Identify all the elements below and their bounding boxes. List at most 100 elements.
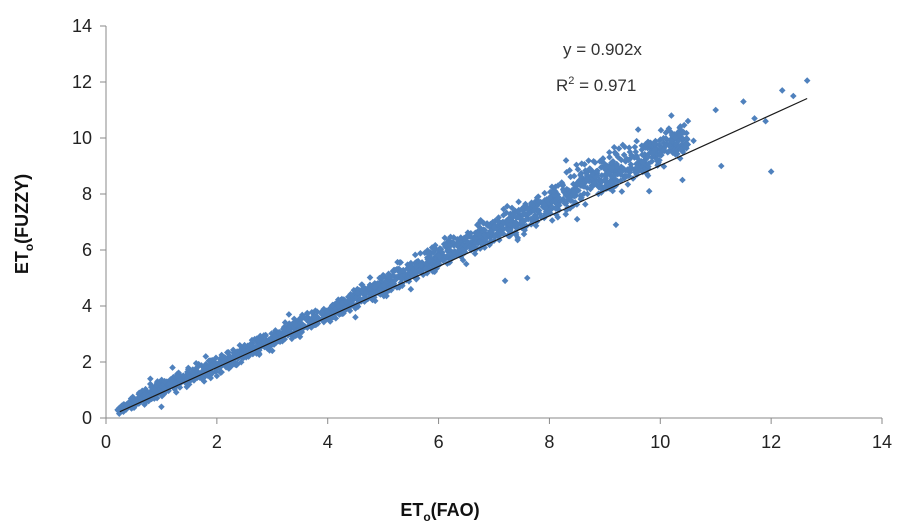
scatter-point [653,157,661,165]
scatter-point [482,235,489,243]
scatter-point [384,277,391,284]
scatter-point [612,221,620,229]
scatter-point [682,144,689,151]
scatter-point [628,151,635,159]
scatter-point [463,241,471,249]
scatter-point [530,206,538,214]
scatter-point [554,214,562,221]
scatter-point [171,385,178,393]
scatter-point [248,336,256,344]
scatter-point [279,325,287,333]
scatter-point [565,194,573,202]
scatter-point [678,143,686,151]
scatter-point [519,206,527,214]
scatter-point [608,159,615,167]
scatter-point [448,255,455,263]
x-tick-label: 14 [872,432,892,452]
scatter-point [170,378,178,386]
scatter-point [656,151,664,159]
scatter-point [570,188,578,196]
scatter-point [438,249,446,256]
scatter-point [213,372,221,380]
scatter-point [663,140,671,147]
scatter-point [642,140,649,148]
scatter-point [467,233,475,241]
scatter-point [521,210,529,218]
scatter-point [617,163,625,171]
scatter-point [130,403,138,411]
scatter-point [541,189,548,197]
scatter-point [222,363,230,371]
y-tick-label: 14 [72,16,92,36]
scatter-point [508,204,516,212]
scatter-point [370,293,378,301]
scatter-point [417,269,425,276]
scatter-point [446,242,453,249]
scatter-point [339,299,346,307]
scatter-point [147,375,154,383]
scatter-point [633,137,640,145]
scatter-point [509,223,516,230]
scatter-point [439,257,447,265]
scatter-point [646,141,654,149]
scatter-point [495,214,502,221]
scatter-point [308,308,316,316]
scatter-point [352,313,359,321]
scatter-point [482,239,490,246]
scatter-point [717,162,725,170]
scatter-point [459,256,467,264]
scatter-point [546,207,553,215]
scatter-point [570,172,578,180]
y-axis-title-main: ET [12,251,32,274]
scatter-point [225,365,233,372]
scatter-point [484,231,492,239]
scatter-point [328,307,335,315]
scatter-point [168,376,175,384]
scatter-point [255,351,263,358]
scatter-point [651,145,659,153]
scatter-point [381,278,389,286]
scatter-point [450,234,457,241]
scatter-point [383,280,391,288]
x-axis-title-rest: (FAO) [431,500,480,520]
scatter-point [571,192,579,200]
scatter-point [158,392,166,400]
scatter-point [527,215,535,223]
scatter-point [342,298,350,306]
scatter-point [580,183,588,190]
scatter-point [285,311,293,318]
scatter-point [514,236,521,244]
scatter-point [465,231,473,239]
scatter-point [591,159,599,166]
scatter-point [400,266,407,274]
scatter-point [169,364,176,371]
scatter-point [334,296,342,304]
scatter-point [518,219,526,226]
scatter-point [552,205,559,212]
scatter-point [555,202,563,209]
scatter-point [354,289,361,297]
scatter-point [174,373,182,380]
scatter-point [624,181,632,188]
scatter-point [205,357,213,365]
scatter-point [578,160,586,167]
scatter-point [803,77,811,84]
scatter-point [617,168,625,176]
scatter-point [593,167,600,175]
scatter-point [310,313,318,321]
scatter-point [503,217,510,224]
scatter-point [596,176,603,184]
scatter-point [500,230,507,238]
scatter-point [635,167,643,175]
scatter-point [243,348,251,355]
scatter-point [606,153,613,161]
scatter-point [260,332,268,339]
scatter-point [237,358,245,366]
scatter-point [180,378,188,385]
scatter-point [141,401,148,408]
scatter-point [619,141,627,149]
scatter-point [441,234,449,242]
scatter-point [590,179,598,187]
scatter-point [550,188,558,196]
scatter-point [638,146,646,154]
